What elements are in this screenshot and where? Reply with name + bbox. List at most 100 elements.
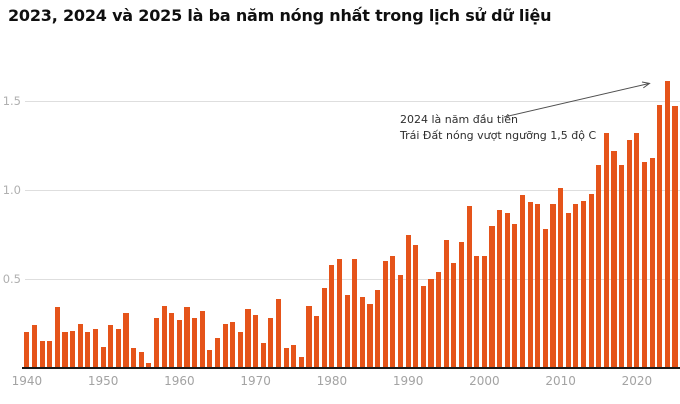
bar-1994 xyxy=(436,271,442,368)
bar-2016 xyxy=(603,133,609,368)
bar-1997 xyxy=(458,241,465,368)
bar-2006 xyxy=(527,202,533,368)
bar-1972 xyxy=(268,318,274,368)
bar-1943 xyxy=(47,341,53,368)
bar-2000 xyxy=(481,255,487,368)
bar-1998 xyxy=(466,206,472,368)
x-axis-label-1980: 1980 xyxy=(316,374,348,388)
x-axis-line xyxy=(22,367,680,369)
bar-1954 xyxy=(131,348,137,368)
bar-1995 xyxy=(443,239,449,368)
bar-1961 xyxy=(184,307,190,368)
bar-1966 xyxy=(222,323,228,368)
bar-1940 xyxy=(24,332,30,368)
bar-1968 xyxy=(237,332,243,368)
bar-1993 xyxy=(428,279,434,368)
bar-1990 xyxy=(405,234,411,368)
bar-2018 xyxy=(619,165,625,368)
bar-2001 xyxy=(489,225,495,368)
x-axis-label-1990: 1990 xyxy=(392,374,424,388)
bar-1971 xyxy=(260,343,266,368)
bar-1952 xyxy=(115,328,121,368)
bar-1976 xyxy=(298,357,304,368)
x-axis-label-2020: 2020 xyxy=(621,374,653,388)
gridline-1.5 xyxy=(25,101,680,102)
bar-1988 xyxy=(390,255,396,368)
bar-1973 xyxy=(275,298,282,368)
y-axis-label-1.0: 1.0 xyxy=(2,183,21,197)
annotation-line-1: 2024 là năm đầu tiên xyxy=(400,113,519,126)
bar-2009 xyxy=(550,204,556,368)
bar-1982 xyxy=(344,295,350,368)
bar-1967 xyxy=(230,321,236,368)
y-axis-label-1.5: 1.5 xyxy=(2,94,21,108)
bar-1955 xyxy=(138,351,144,368)
bar-1983 xyxy=(352,259,358,368)
bar-1953 xyxy=(123,312,129,368)
bar-2022 xyxy=(649,157,655,368)
bar-1959 xyxy=(169,312,175,368)
chart-title: 2023, 2024 và 2025 là ba năm nóng nhất t… xyxy=(8,6,552,25)
bar-2024 xyxy=(664,81,670,368)
bar-1985 xyxy=(367,303,373,368)
bar-1948 xyxy=(85,332,91,368)
bar-1975 xyxy=(291,344,297,368)
bar-2007 xyxy=(535,204,541,368)
bar-2002 xyxy=(497,209,503,368)
bar-1991 xyxy=(413,245,419,368)
bar-1946 xyxy=(70,330,76,368)
bar-2010 xyxy=(558,188,564,368)
bar-2014 xyxy=(588,193,594,368)
bar-1950 xyxy=(100,346,106,368)
x-axis-label-2000: 2000 xyxy=(469,374,500,388)
bar-1960 xyxy=(176,319,182,368)
bar-1963 xyxy=(199,311,205,368)
bar-2019 xyxy=(626,140,632,368)
bar-1969 xyxy=(245,309,251,368)
bar-1951 xyxy=(108,325,114,368)
bar-1945 xyxy=(62,332,68,368)
bar-1984 xyxy=(359,296,365,368)
annotation-line-2: Trái Đất nóng vượt ngưỡng 1,5 độ C xyxy=(400,128,597,142)
bar-2011 xyxy=(565,213,571,368)
bar-1999 xyxy=(474,255,480,368)
y-axis-label-0.5: 0.5 xyxy=(2,272,21,286)
bar-1956 xyxy=(146,362,152,368)
bar-1949 xyxy=(92,328,99,368)
bar-2015 xyxy=(596,165,602,368)
bar-2004 xyxy=(512,223,518,368)
bar-2023 xyxy=(657,104,663,368)
bar-2012 xyxy=(573,204,579,368)
bar-1977 xyxy=(306,305,312,368)
bar-1981 xyxy=(336,259,343,368)
x-axis-label-1940: 1940 xyxy=(11,374,43,388)
bar-1964 xyxy=(207,350,213,368)
bar-1974 xyxy=(283,348,289,368)
bar-2021 xyxy=(641,161,648,368)
bar-2005 xyxy=(519,195,526,368)
gridline-1.0 xyxy=(25,190,680,191)
bar-1992 xyxy=(420,286,426,368)
bar-1962 xyxy=(192,318,198,368)
x-axis-label-2010: 2010 xyxy=(545,374,576,388)
x-axis-label-1960: 1960 xyxy=(164,374,195,388)
bar-1958 xyxy=(161,305,167,368)
annotation-text: 2024 là năm đầu tiên Trái Đất nóng vượt … xyxy=(400,112,630,143)
bar-2013 xyxy=(580,200,587,368)
bar-1942 xyxy=(39,341,45,368)
bar-2020 xyxy=(634,133,640,368)
bar-1986 xyxy=(375,289,381,368)
bar-2008 xyxy=(542,229,548,368)
bar-2003 xyxy=(504,213,510,368)
bar-1978 xyxy=(314,316,320,368)
bar-1987 xyxy=(382,261,388,368)
bar-1944 xyxy=(54,307,60,368)
bar-1965 xyxy=(214,337,221,368)
bar-1996 xyxy=(451,262,457,368)
bar-1980 xyxy=(329,264,335,368)
bar-1970 xyxy=(253,314,259,368)
bar-1947 xyxy=(77,323,83,368)
x-axis-label-1970: 1970 xyxy=(240,374,271,388)
